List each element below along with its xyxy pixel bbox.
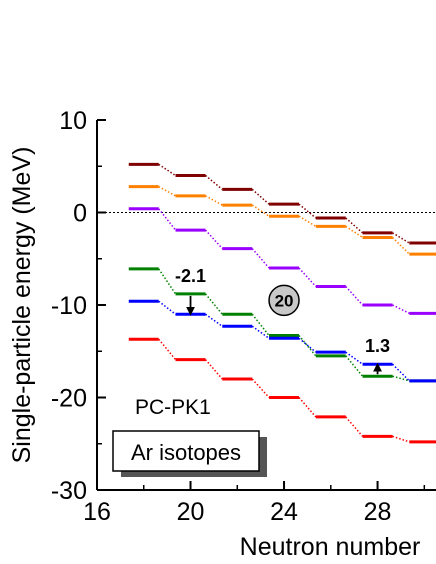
series-4-connector bbox=[205, 313, 223, 327]
model-label: PC-PK1 bbox=[135, 396, 211, 419]
series-2-connector bbox=[158, 208, 177, 231]
series-5-connector bbox=[392, 435, 410, 443]
shell-closure-circle bbox=[268, 284, 300, 317]
gap-label: -2.1 bbox=[175, 266, 206, 286]
series-0-connector bbox=[251, 188, 270, 205]
series-0-connector bbox=[205, 174, 223, 190]
series-1 bbox=[128, 185, 436, 256]
series-2 bbox=[128, 207, 436, 315]
series-5-connector bbox=[251, 378, 270, 399]
x-tick-label: 16 bbox=[83, 498, 111, 526]
x-axis-label: Neutron number bbox=[240, 533, 421, 561]
series-2-connector bbox=[392, 304, 410, 314]
series-5-connector bbox=[298, 397, 317, 418]
series-0-connector bbox=[392, 232, 410, 244]
series-3-connector bbox=[392, 375, 410, 382]
series-2-connector bbox=[251, 248, 270, 269]
series-0 bbox=[128, 162, 436, 245]
series-4-connector bbox=[251, 325, 270, 339]
series-5-connector bbox=[345, 416, 364, 437]
y-tick-label: 0 bbox=[73, 200, 87, 228]
series-3-connector bbox=[204, 293, 223, 315]
series-2-connector bbox=[204, 229, 223, 250]
y-tick-label: -30 bbox=[51, 477, 87, 505]
x-tick-label: 20 bbox=[177, 498, 205, 526]
ticks-layer: 16 20 24 28 10 0 -10 -20 -30 bbox=[51, 107, 426, 526]
series-1-connector bbox=[392, 236, 410, 255]
series-3-connector bbox=[345, 355, 364, 377]
series-3-connector bbox=[251, 313, 270, 336]
series-2-connector bbox=[345, 285, 364, 306]
series-1-connector bbox=[345, 225, 363, 239]
series-3-connector bbox=[298, 335, 317, 357]
shell-closure-label: 20 bbox=[275, 291, 294, 310]
plot-layer bbox=[97, 162, 436, 444]
x-tick-label: 24 bbox=[270, 498, 298, 526]
series-4-connector bbox=[158, 300, 176, 315]
series-4-connector bbox=[345, 351, 363, 365]
y-axis-label: Single-particle energy (MeV) bbox=[8, 147, 36, 464]
series-5-connector bbox=[204, 359, 223, 380]
series-1-connector bbox=[158, 185, 176, 197]
y-tick-label: -20 bbox=[51, 385, 87, 413]
series-1-connector bbox=[205, 195, 223, 206]
series-1-connector bbox=[251, 204, 270, 217]
series-0-connector bbox=[345, 217, 364, 234]
series-5-connector bbox=[158, 338, 177, 361]
y-tick-label: 10 bbox=[59, 107, 87, 135]
series-3-connector bbox=[158, 268, 177, 295]
series-5 bbox=[128, 337, 436, 444]
series-1-connector bbox=[298, 215, 317, 228]
isotopes-label: Ar isotopes bbox=[131, 440, 241, 465]
annotation-layer: -2.1 1.3 20 bbox=[175, 266, 390, 375]
x-tick-label: 28 bbox=[364, 498, 392, 526]
series-0-connector bbox=[298, 203, 317, 219]
gap-label: 1.3 bbox=[365, 336, 390, 356]
y-tick-label: -10 bbox=[51, 292, 87, 320]
isotopes-legend-box: Ar isotopes bbox=[112, 430, 267, 477]
series-2-connector bbox=[298, 267, 317, 288]
series-4-connector bbox=[298, 337, 317, 353]
series-4-connector bbox=[392, 363, 410, 382]
series-0-connector bbox=[158, 163, 176, 177]
